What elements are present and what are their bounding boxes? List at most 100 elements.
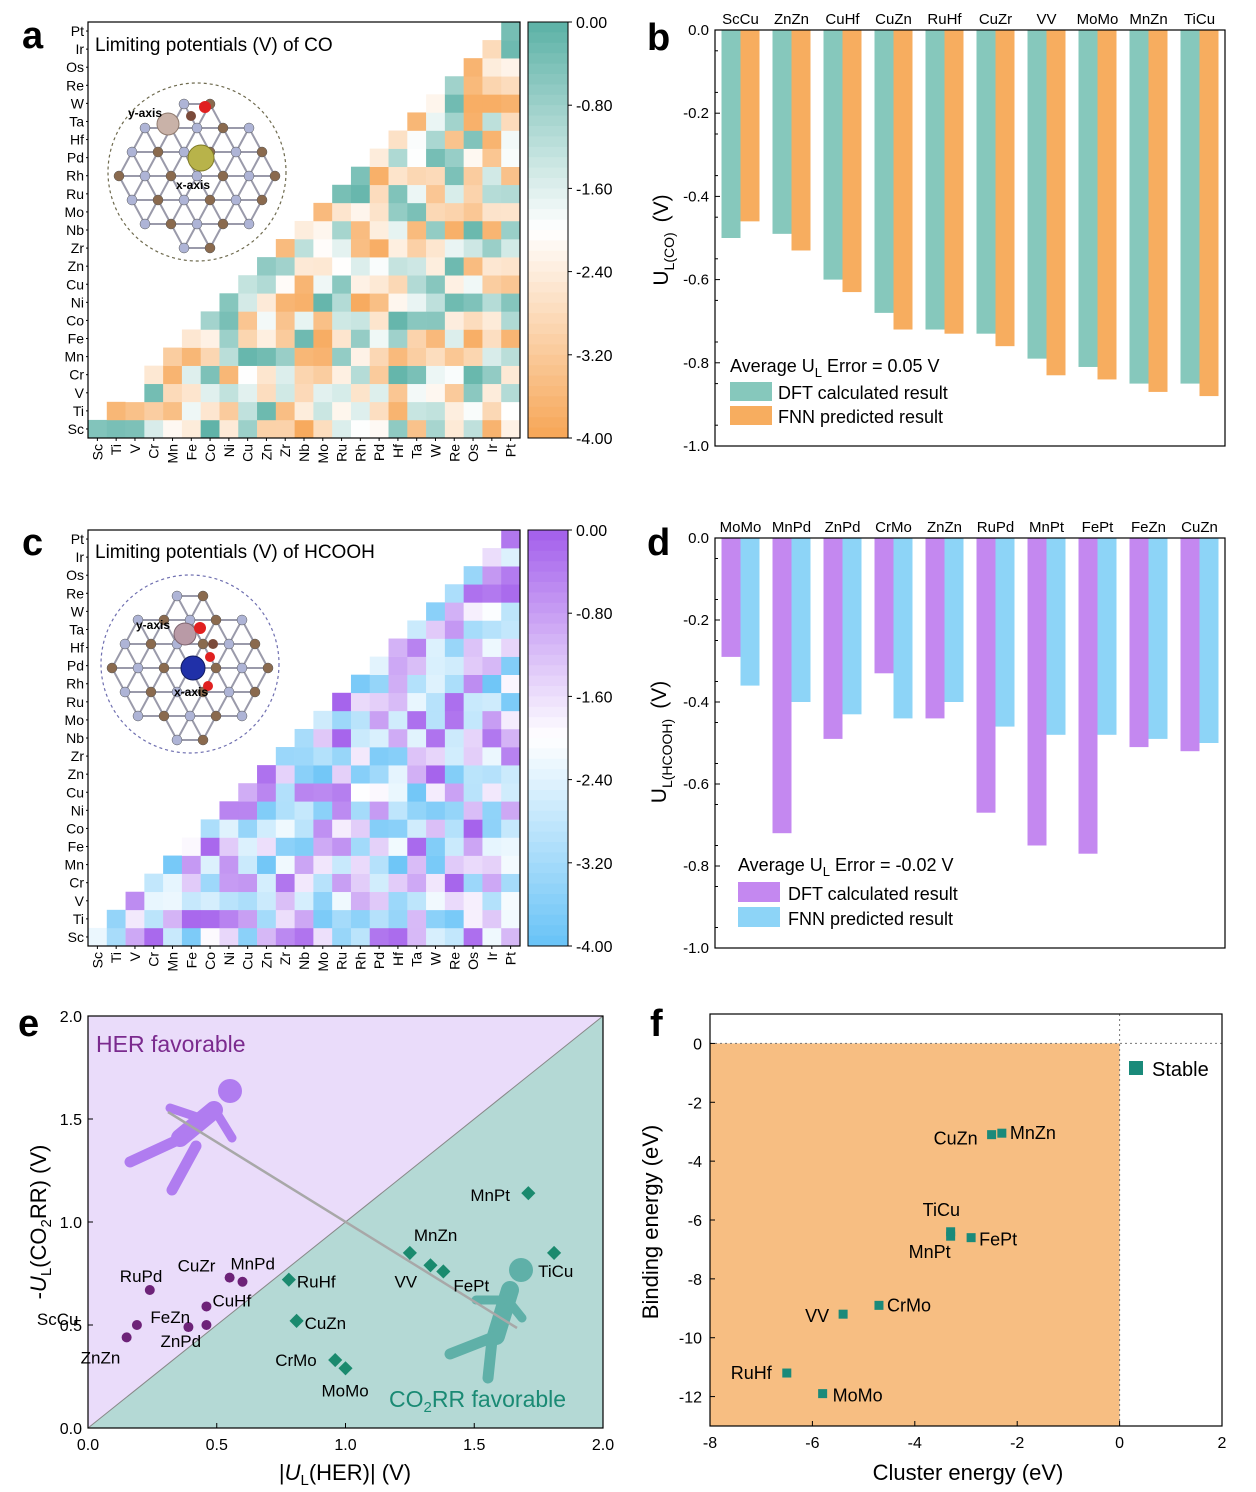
her-runner-figure bbox=[124, 1079, 242, 1196]
heatmap-c-cell-W-W bbox=[426, 602, 446, 621]
heatmap-a-cell-Os-Sc bbox=[463, 419, 483, 439]
bar-b-fnn-MnZn bbox=[1148, 30, 1168, 392]
inset-a-oxygen-atom bbox=[199, 101, 211, 113]
heatmap-a-cell-Ir-Re bbox=[482, 76, 502, 95]
inset-a-carbon-atom bbox=[186, 111, 196, 121]
heatmap-c-row-label-Zr: Zr bbox=[71, 748, 85, 764]
heatmap-a-cell-Ni-Co bbox=[219, 311, 239, 330]
heatmap-c-colorbar-segment bbox=[528, 540, 568, 552]
heatmap-c-cell-Mo-Nb bbox=[313, 728, 333, 748]
heatmap-c-cells bbox=[88, 530, 521, 947]
heatmap-a-cell-Nb-Sc bbox=[294, 419, 314, 439]
heatmap-a-colorbar-segment bbox=[528, 406, 568, 418]
heatmap-a-cell-Os-Rh bbox=[463, 166, 483, 186]
nitrogen-atom bbox=[223, 686, 235, 698]
bar-b-fnn-CuZr bbox=[995, 30, 1015, 347]
heatmap-c-cell-Cu-Cu bbox=[238, 783, 258, 802]
heatmap-a-cell-Pt-Co bbox=[501, 311, 521, 330]
heatmap-a-cell-W-Pd bbox=[426, 148, 446, 167]
heatmap-a-cell-Pt-Zn bbox=[501, 257, 521, 276]
heatmap-a-colorbar-segment bbox=[528, 136, 568, 148]
heatmap-a-cell-Ir-Ir bbox=[482, 40, 502, 59]
heatmap-a-cell-Os-V bbox=[463, 383, 483, 403]
heatmap-a-cell-Pt-Cu bbox=[501, 275, 521, 294]
inset-c-y-metal-atom bbox=[173, 622, 197, 646]
bar-d-dft-RuPd bbox=[976, 538, 996, 813]
heatmap-a-cell-Re-Sc bbox=[444, 419, 464, 439]
heatmap-c-row-label-Pt: Pt bbox=[71, 531, 84, 547]
heatmap-a-cell-W-Zn bbox=[426, 257, 446, 276]
heatmap-a-cell-Ta-Ti bbox=[407, 401, 427, 421]
heatmap-c-cell-Ta-Mo bbox=[407, 710, 427, 730]
heatmap-a-cell-Pd-Cu bbox=[369, 275, 389, 294]
scatter-e-x-tick-label: 2.0 bbox=[592, 1437, 614, 1454]
heatmap-a-column-label-Ta: Ta bbox=[409, 444, 425, 459]
bar-b-category-label-ZnZn: ZnZn bbox=[774, 11, 809, 28]
bar-b-dft-CuHf bbox=[823, 30, 843, 280]
heatmap-c-cell-Mn-Sc bbox=[163, 927, 183, 947]
heatmap-c-colorbar-segment bbox=[528, 852, 568, 864]
heatmap-a-cell-Cu-Fe bbox=[238, 329, 258, 348]
heatmap-c-cell-Zr-Sc bbox=[275, 927, 295, 947]
heatmap-c-cell-Nb-Nb bbox=[294, 728, 314, 748]
heatmap-a-colorbar-segment bbox=[528, 32, 568, 44]
heatmap-a-cell-Fe-Sc bbox=[181, 419, 201, 439]
panel-b: b ScCu ZnZn CuHf CuZn RuHf CuZr VV MoMo MnZn TiCu… bbox=[647, 11, 1226, 455]
heatmap-a-column-label-Ru: Ru bbox=[334, 444, 350, 462]
her-point-label-MnPd: MnPd bbox=[231, 1255, 275, 1274]
heatmap-a-colorbar-segment bbox=[528, 240, 568, 252]
heatmap-a-cell-Pd-Nb bbox=[369, 220, 389, 240]
heatmap-c-cell-W-Hf bbox=[426, 638, 446, 657]
heatmap-a-cell-Cr-V bbox=[144, 383, 164, 403]
heatmap-a-cell-Rh-Rh bbox=[350, 166, 371, 186]
heatmap-a-cell-Rh-Zr bbox=[350, 239, 371, 258]
heatmap-a-row-label-Fe: Fe bbox=[68, 331, 85, 347]
heatmap-c-cell-Mn-Cr bbox=[163, 873, 183, 893]
heatmap-a-cell-Mn-V bbox=[163, 383, 183, 403]
heatmap-a-cell-Ru-Cr bbox=[332, 365, 352, 385]
heatmap-c-cell-W-Rh bbox=[426, 674, 446, 694]
heatmap-a-cell-Ir-Zr bbox=[482, 239, 502, 258]
heatmap-a-cell-V-Ti bbox=[125, 401, 145, 421]
heatmap-c-column-labels: Sc Ti V Cr Mn Fe Co Ni Cu Zn Zr Nb Mo Ru Rh Pd Hf Ta W Re Os… bbox=[89, 946, 519, 971]
heatmap-a-cell-Zn-Ti bbox=[257, 401, 277, 421]
her-point-FeZn bbox=[183, 1322, 194, 1333]
scatter-e-y-axis-title-rest: RR) (V) bbox=[26, 1145, 51, 1220]
heatmap-c-column-label-Ti: Ti bbox=[108, 952, 124, 963]
heatmap-a-cell-Ir-Os bbox=[482, 58, 502, 77]
heatmap-a-cell-Re-Ru bbox=[444, 184, 464, 204]
panel-a-label: a bbox=[22, 15, 44, 57]
heatmap-a-cell-Pt-Cr bbox=[501, 365, 521, 385]
heatmap-c-colorbar-segment bbox=[528, 904, 568, 916]
heatmap-a-cell-Hf-Sc bbox=[388, 419, 408, 439]
heatmap-a-cell-Ru-Nb bbox=[332, 220, 352, 240]
heatmap-a-cell-Nb-Co bbox=[294, 311, 314, 330]
bar-chart-d-y-tick-label: 0.0 bbox=[688, 530, 709, 547]
heatmap-c-cell-Mo-Mn bbox=[313, 855, 333, 874]
heatmap-a-title: Limiting potentials (V) of CO bbox=[95, 35, 333, 56]
heatmap-a-column-label-Mn: Mn bbox=[165, 444, 181, 463]
heatmap-c-cell-Mn-V bbox=[163, 891, 183, 911]
heatmap-a-cell-Rh-V bbox=[350, 383, 371, 403]
nitrogen-atom bbox=[171, 590, 183, 602]
heatmap-c-row-label-Hf: Hf bbox=[70, 640, 84, 656]
heatmap-c-cell-Ir-Pd bbox=[482, 656, 502, 675]
heatmap-a-cell-Hf-Fe bbox=[388, 329, 408, 348]
heatmap-a-column-label-Ni: Ni bbox=[221, 444, 237, 457]
heatmap-a-cell-Os-Mn bbox=[463, 347, 483, 366]
scatter-f-x-tick-label: 2 bbox=[1218, 1435, 1227, 1452]
heatmap-c-row-label-Mn: Mn bbox=[65, 857, 84, 873]
heatmap-a-cell-Pd-Mn bbox=[369, 347, 389, 366]
heatmap-c-cell-Ta-Sc bbox=[407, 927, 427, 947]
heatmap-c-cell-Ta-Fe bbox=[407, 837, 427, 856]
bar-chart-b-error-annotation: Average UL Error = 0.05 V bbox=[730, 356, 940, 380]
heatmap-c-cell-Ru-Zr bbox=[332, 747, 352, 766]
heatmap-a-cell-Ta-Cr bbox=[407, 365, 427, 385]
heatmap-a-cell-Re-Zr bbox=[444, 239, 464, 258]
bar-d-category-label-ZnPd: ZnPd bbox=[825, 519, 861, 536]
scatter-e-y-axis-title: -UL(CO2RR) (V) bbox=[26, 1145, 55, 1300]
her-point-ZnZn bbox=[121, 1332, 132, 1343]
heatmap-a-colorbar-segment bbox=[528, 42, 568, 54]
heatmap-c-cell-Os-Ta bbox=[463, 620, 483, 639]
nitrogen-atom bbox=[236, 614, 248, 626]
